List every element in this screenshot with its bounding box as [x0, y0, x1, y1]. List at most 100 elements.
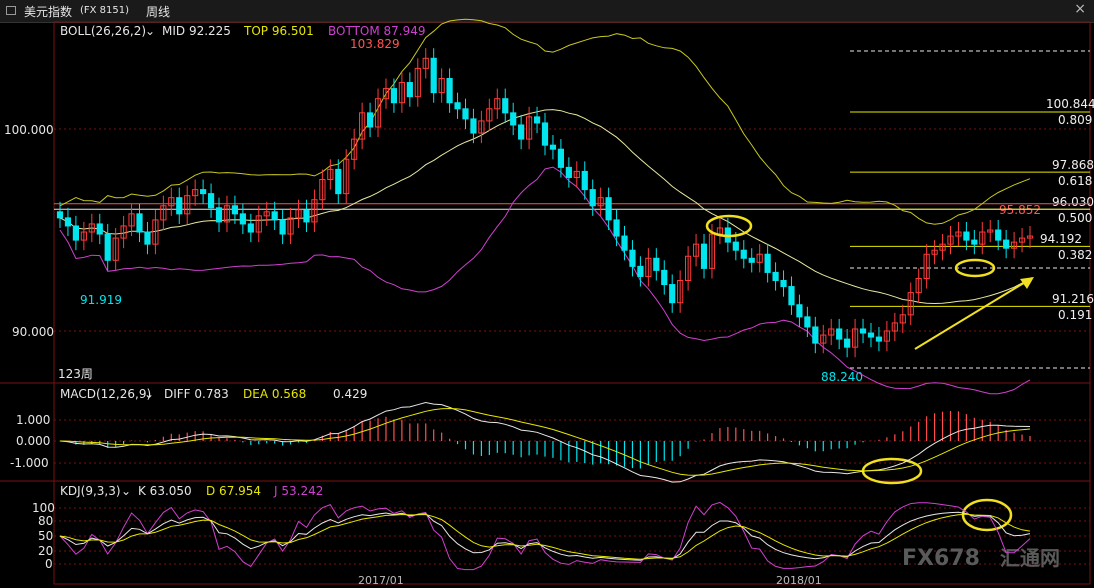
kdj-d: D 67.954 — [206, 484, 261, 498]
kdj-axis-80: 80 — [38, 514, 53, 528]
candle-body — [708, 233, 716, 269]
candle-body — [995, 229, 1002, 241]
candle-body — [549, 144, 557, 150]
candle-body — [518, 124, 525, 140]
kdj-k-line — [59, 511, 1031, 561]
fib-ratio-0500: 0.500 — [1058, 211, 1092, 225]
candle-body — [56, 211, 64, 219]
bars-count: 123周 — [58, 367, 93, 381]
macd-dea-line — [59, 407, 1031, 476]
candle-body — [502, 98, 509, 114]
macd-axis-neg1: -1.000 — [10, 456, 49, 470]
fib-price-0191: 91.216 — [1052, 292, 1094, 306]
macd-hist: 0.429 — [333, 387, 367, 401]
price-axis-90: 90.000 — [12, 325, 54, 339]
candle-body — [1003, 239, 1010, 249]
candle-body — [915, 277, 922, 294]
candle-body — [780, 280, 787, 288]
candle-body — [883, 330, 890, 342]
candle-body — [851, 328, 859, 348]
candle-body — [120, 225, 127, 239]
candle-body — [112, 237, 119, 261]
boll-upper-line — [59, 18, 1031, 225]
macd-dea: DEA 0.568 — [243, 387, 306, 401]
candle-body — [923, 253, 930, 279]
candle-body — [740, 249, 747, 259]
candle-body — [215, 207, 223, 223]
candle-body — [605, 197, 612, 221]
boll-bottom: BOTTOM 87.949 — [328, 24, 426, 38]
close-icon[interactable]: × — [1074, 1, 1086, 17]
candle-body — [351, 138, 358, 160]
fib-ratio-0382: 0.382 — [1058, 248, 1092, 262]
low-left-annotation: 91.919 — [80, 293, 122, 307]
chart-frame — [53, 21, 1091, 585]
boll-name: BOLL(26,26,2) — [60, 24, 146, 38]
candle-body — [263, 211, 270, 217]
candle-body — [931, 249, 938, 255]
kdj-name: KDJ(9,3,3) — [60, 484, 121, 498]
candle-body — [295, 209, 302, 219]
fib-ratio-0191: 0.191 — [1058, 308, 1092, 322]
trend-arrow-head — [1020, 277, 1034, 289]
candle-body — [812, 326, 819, 344]
candle-body — [732, 241, 739, 251]
last-high-annotation: 95.852 — [999, 203, 1041, 217]
candle-body — [359, 112, 366, 140]
candle-body — [979, 231, 986, 245]
candle-body — [152, 219, 159, 245]
candle-body — [231, 205, 239, 215]
candle-body — [64, 217, 72, 227]
candle-body — [764, 253, 771, 273]
candle-body — [828, 328, 835, 336]
candle-body — [1026, 235, 1034, 239]
candle-body — [987, 229, 994, 233]
candle-body — [597, 197, 604, 207]
candle-body — [541, 122, 549, 146]
candle-body — [971, 239, 978, 245]
candle-body — [382, 88, 390, 100]
candle-body — [223, 205, 231, 223]
low-right-annotation: 88.240 — [821, 370, 863, 384]
candle-body — [963, 231, 970, 241]
candle-body — [176, 197, 183, 215]
candle-body — [494, 98, 501, 110]
candle-body — [645, 257, 652, 277]
candle-body — [653, 257, 660, 271]
fib-ratio-0809: 0.809 — [1058, 113, 1092, 127]
boll-mid: MID 92.225 — [162, 24, 231, 38]
candle-body — [955, 231, 962, 237]
candle-body — [478, 120, 485, 134]
candle-body — [613, 219, 620, 237]
candle-body — [168, 197, 175, 207]
candle-body — [335, 168, 342, 195]
candle-body — [88, 223, 95, 233]
trend-arrow-line — [914, 277, 1033, 350]
candle-body — [692, 243, 700, 257]
macd-diff: DIFF 0.783 — [164, 387, 229, 401]
candle-body — [454, 102, 461, 110]
watermark: FX678 汇通网 — [902, 546, 1060, 571]
time-axis-2018: 2018/01 — [776, 574, 822, 587]
candle-body — [748, 257, 755, 263]
candle-body — [525, 116, 533, 140]
candle-body — [438, 78, 445, 94]
candle-body — [836, 328, 843, 340]
macd-axis-0: 0.000 — [16, 434, 50, 448]
period-selector[interactable]: 周线 — [146, 5, 171, 19]
macd-dropdown-icon[interactable]: ⌄ — [144, 387, 154, 401]
candle-body — [533, 116, 541, 124]
candle-body — [867, 332, 875, 338]
candle-body — [859, 328, 867, 334]
fib-price-0618: 97.868 — [1052, 158, 1094, 172]
candle-body — [899, 314, 906, 324]
candle-body — [390, 88, 398, 104]
kdj-axis-20: 20 — [38, 544, 53, 558]
candle-body — [470, 118, 477, 134]
candle-body — [311, 199, 318, 223]
boll-dropdown-icon[interactable]: ⌄ — [145, 24, 155, 38]
candle-body — [271, 211, 278, 221]
kdj-dropdown-icon[interactable]: ⌄ — [121, 484, 131, 498]
fib-ratio-0618: 0.618 — [1058, 174, 1092, 188]
